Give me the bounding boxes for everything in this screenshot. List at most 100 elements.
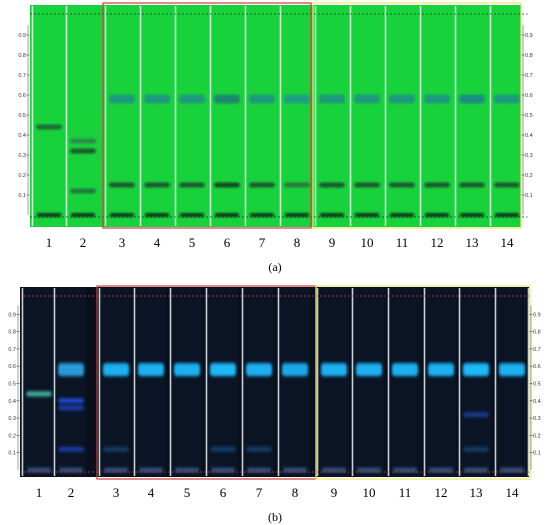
application-spot — [425, 213, 449, 217]
band-lane-2 — [70, 138, 96, 144]
band-lane-5 — [174, 363, 200, 377]
caption-a: (a) — [268, 260, 281, 274]
band-lane-1 — [26, 391, 52, 397]
lane-10-strip — [354, 288, 384, 476]
band-lane-2 — [58, 398, 84, 404]
lane-label-3: 3 — [119, 235, 126, 250]
rf-tick-label-right: 0.1 — [533, 451, 541, 457]
band-lane-9 — [319, 182, 345, 188]
band-lane-10 — [354, 182, 380, 188]
application-spot — [495, 213, 519, 217]
band-lane-2 — [58, 446, 84, 452]
band-lane-3 — [103, 446, 129, 452]
rf-tick-label-left: 0.7 — [18, 73, 26, 79]
band-lane-3 — [109, 182, 135, 188]
application-spot — [180, 213, 204, 217]
rf-tick-label-right: 0.6 — [533, 364, 541, 370]
lane-label-1: 1 — [46, 235, 53, 250]
band-lane-6 — [210, 363, 236, 377]
application-spot — [215, 213, 239, 217]
lane-9-strip — [319, 288, 349, 476]
lane-label-11: 11 — [396, 235, 409, 250]
band-lane-2 — [70, 188, 96, 194]
lane-label-6: 6 — [220, 485, 227, 500]
lane-4-strip — [136, 288, 166, 476]
band-lane-14 — [499, 363, 525, 377]
band-lane-5 — [179, 94, 205, 104]
band-lane-5 — [179, 182, 205, 188]
rf-tick-label-left: 0.8 — [8, 330, 16, 336]
lane-label-9: 9 — [331, 485, 338, 500]
rf-tick-label-right: 0.1 — [525, 193, 533, 199]
band-lane-11 — [389, 94, 415, 104]
application-spot — [285, 213, 309, 217]
application-spot — [322, 468, 346, 472]
lane-12-strip — [426, 288, 456, 476]
lane-label-9: 9 — [329, 235, 336, 250]
lane-label-1: 1 — [36, 485, 43, 500]
band-lane-7 — [246, 446, 272, 452]
lane-label-10: 10 — [363, 485, 376, 500]
rf-tick-label-right: 0.8 — [525, 53, 533, 59]
lane-label-8: 8 — [292, 485, 299, 500]
band-lane-1 — [36, 124, 62, 130]
rf-tick-label-right: 0.2 — [533, 433, 541, 439]
rf-tick-label-left: 0.1 — [8, 451, 16, 457]
rf-tick-label-left: 0.2 — [8, 433, 16, 439]
plate-panel-uv: 0.1 0.2 0.3 0.4 0.5 0.6 0.7 0.8 0.9 0.1 0.2 0.3 0.4… — [8, 285, 541, 524]
rf-tick-label-left: 0.6 — [8, 364, 16, 370]
lane-13-strip — [461, 288, 491, 476]
application-spot — [429, 468, 453, 472]
band-lane-12 — [424, 94, 450, 104]
application-spot — [393, 468, 417, 472]
band-lane-2 — [58, 405, 84, 411]
lane-8-strip — [280, 288, 310, 476]
application-spot — [283, 468, 307, 472]
band-lane-8 — [282, 363, 308, 377]
band-lane-9 — [319, 94, 345, 104]
application-spot — [71, 213, 95, 217]
rf-tick-label-left: 0.6 — [18, 93, 26, 99]
band-lane-11 — [389, 182, 415, 188]
application-spot — [390, 213, 414, 217]
band-lane-13 — [463, 363, 489, 377]
lane-label-7: 7 — [259, 235, 266, 250]
lane-label-13: 13 — [470, 485, 483, 500]
application-spot — [175, 468, 199, 472]
lane-14-strip — [497, 288, 527, 476]
rf-tick-label-right: 0.9 — [525, 33, 533, 39]
band-lane-3 — [103, 363, 129, 377]
band-lane-13 — [463, 446, 489, 452]
rf-tick-label-left: 0.4 — [18, 133, 26, 139]
rf-tick-label-right: 0.6 — [525, 93, 533, 99]
application-spot — [460, 213, 484, 217]
band-lane-6 — [214, 94, 240, 104]
lane-7-strip — [244, 288, 274, 476]
application-spot — [357, 468, 381, 472]
plate-panel-white-light: 0.1 0.2 0.3 0.4 0.5 0.6 0.7 0.8 0.9 0.1 0.2 0.3 0.4… — [18, 2, 533, 274]
band-lane-4 — [144, 182, 170, 188]
band-lane-14 — [494, 182, 520, 188]
yellow-group-box-a — [312, 2, 522, 229]
rf-tick-label-left: 0.5 — [18, 113, 26, 119]
lane-label-10: 10 — [361, 235, 374, 250]
rf-tick-label-right: 0.7 — [533, 347, 541, 353]
application-spot — [211, 468, 235, 472]
band-lane-4 — [144, 94, 170, 104]
rf-tick-label-left: 0.3 — [18, 153, 26, 159]
band-lane-14 — [494, 94, 520, 104]
lane-label-14: 14 — [506, 485, 520, 500]
lane-2-strip — [56, 288, 86, 476]
band-lane-13 — [459, 182, 485, 188]
lane-label-11: 11 — [399, 485, 412, 500]
rf-tick-label-right: 0.9 — [533, 312, 541, 318]
band-lane-8 — [284, 182, 310, 188]
rf-tick-label-right: 0.5 — [525, 113, 533, 119]
application-spot — [59, 468, 83, 472]
red-group-box-a — [102, 2, 312, 229]
band-lane-7 — [246, 363, 272, 377]
application-spot — [355, 213, 379, 217]
rf-tick-label-right: 0.3 — [533, 416, 541, 422]
lane-label-2: 2 — [80, 235, 87, 250]
